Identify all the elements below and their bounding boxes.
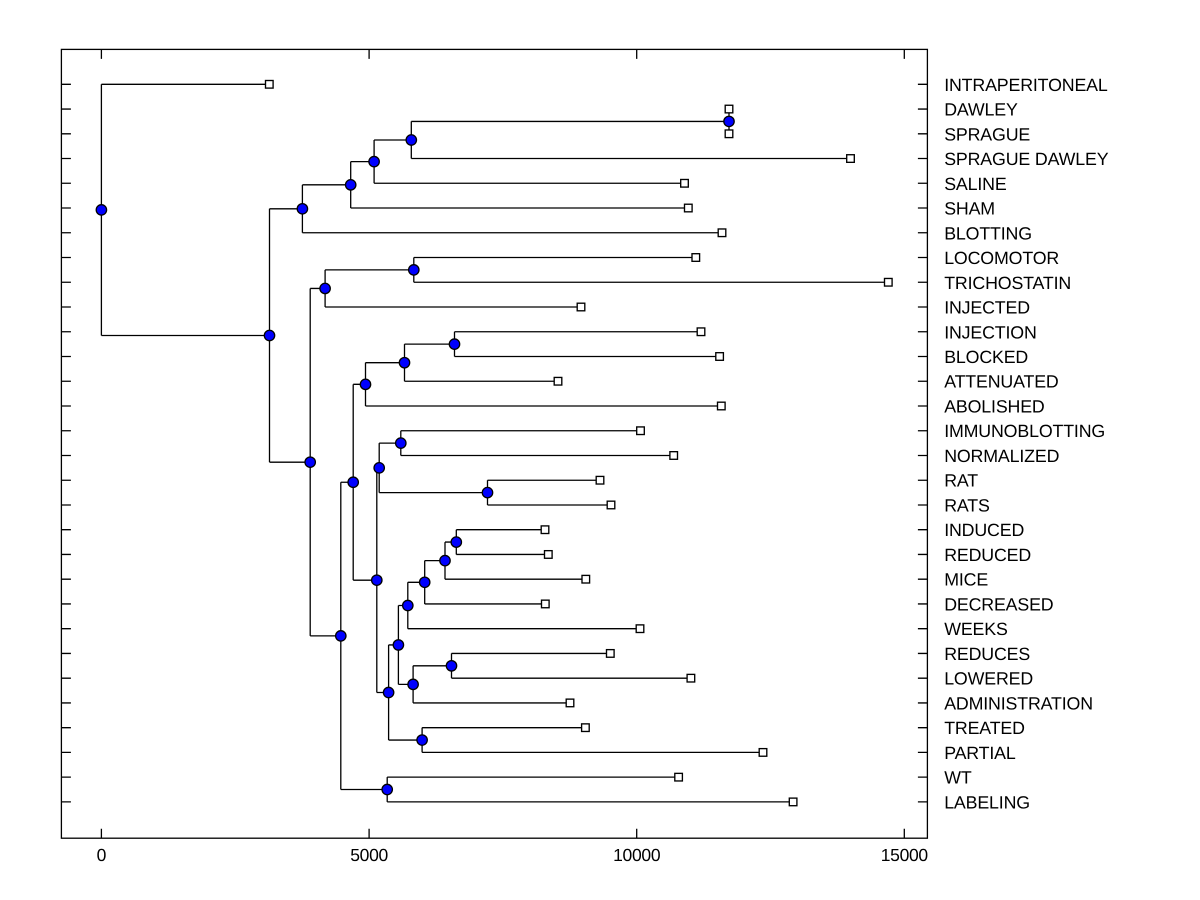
svg-text:ABOLISHED: ABOLISHED bbox=[944, 396, 1044, 416]
svg-text:INDUCED: INDUCED bbox=[944, 520, 1024, 540]
svg-text:SPRAGUE DAWLEY: SPRAGUE DAWLEY bbox=[944, 149, 1109, 169]
svg-text:BLOTTING: BLOTTING bbox=[944, 223, 1032, 243]
svg-text:ATTENUATED: ATTENUATED bbox=[944, 372, 1058, 392]
svg-text:LOWERED: LOWERED bbox=[944, 669, 1033, 689]
svg-text:RATS: RATS bbox=[944, 495, 990, 515]
svg-text:SPRAGUE: SPRAGUE bbox=[944, 124, 1030, 144]
svg-text:5000: 5000 bbox=[350, 845, 388, 865]
svg-text:DECREASED: DECREASED bbox=[944, 594, 1053, 614]
svg-text:IMMUNOBLOTTING: IMMUNOBLOTTING bbox=[944, 421, 1105, 441]
svg-text:INJECTED: INJECTED bbox=[944, 298, 1030, 318]
svg-text:REDUCES: REDUCES bbox=[944, 644, 1030, 664]
svg-text:NORMALIZED: NORMALIZED bbox=[944, 446, 1059, 466]
svg-text:BLOCKED: BLOCKED bbox=[944, 347, 1028, 367]
svg-text:INJECTION: INJECTION bbox=[944, 322, 1036, 342]
svg-text:15000: 15000 bbox=[881, 845, 929, 865]
svg-text:DAWLEY: DAWLEY bbox=[944, 100, 1018, 120]
svg-text:ADMINISTRATION: ADMINISTRATION bbox=[944, 693, 1093, 713]
svg-text:PARTIAL: PARTIAL bbox=[944, 743, 1016, 763]
svg-text:INTRAPERITONEAL: INTRAPERITONEAL bbox=[944, 75, 1108, 95]
svg-text:10000: 10000 bbox=[613, 845, 661, 865]
svg-text:TREATED: TREATED bbox=[944, 718, 1025, 738]
svg-text:MICE: MICE bbox=[944, 570, 988, 590]
svg-text:WT: WT bbox=[944, 768, 972, 788]
svg-text:SHAM: SHAM bbox=[944, 199, 995, 219]
svg-text:TRICHOSTATIN: TRICHOSTATIN bbox=[944, 273, 1071, 293]
svg-text:WEEKS: WEEKS bbox=[944, 619, 1008, 639]
svg-text:LABELING: LABELING bbox=[944, 792, 1030, 812]
svg-text:LOCOMOTOR: LOCOMOTOR bbox=[944, 248, 1059, 268]
svg-text:RAT: RAT bbox=[944, 471, 978, 491]
svg-text:REDUCED: REDUCED bbox=[944, 545, 1031, 565]
svg-text:0: 0 bbox=[97, 845, 107, 865]
svg-text:SALINE: SALINE bbox=[944, 174, 1007, 194]
